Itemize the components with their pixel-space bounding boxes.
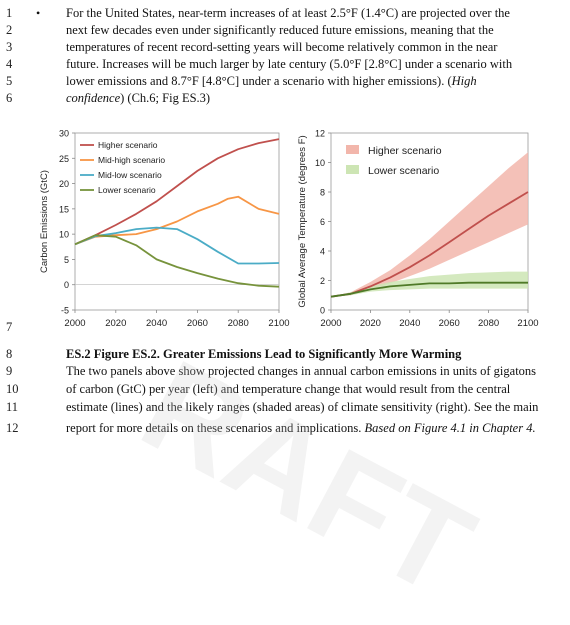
y-tick-label: 30: [59, 129, 69, 139]
series-line: [74, 226, 280, 265]
y-tick-label: 6: [320, 217, 325, 227]
bullet-glyph: •: [36, 6, 41, 20]
y-axis-label: Global Average Temperature (degrees F): [297, 135, 308, 307]
legend-swatch: [346, 145, 359, 154]
y-axis-label: Carbon Emissions (GtC): [39, 170, 50, 273]
series-line: [74, 234, 280, 288]
paragraph-line: confidence) (Ch.6; Fig ES.3): [66, 91, 210, 106]
line-number: 3: [6, 40, 13, 54]
line-number: 12: [6, 421, 19, 435]
legend-label: Higher scenario: [98, 140, 158, 150]
y-tick-label: 10: [59, 230, 69, 240]
plot-frame: [74, 132, 280, 311]
line-number: 7: [6, 320, 13, 334]
x-tick-label: 2060: [439, 318, 460, 329]
line-number: 5: [6, 74, 13, 88]
y-tick-label: 5: [64, 255, 69, 265]
x-tick-label: 2000: [320, 318, 341, 329]
x-tick-label: 2060: [187, 318, 208, 329]
y-tick-label: -5: [61, 306, 69, 316]
paragraph-text: ) (Ch.6; Fig ES.3): [120, 91, 211, 105]
caption-line: of carbon (GtC) per year (left) and temp…: [66, 382, 511, 396]
likely-range-band: [331, 152, 528, 297]
line-number: 11: [6, 400, 19, 414]
legend-label: Lower scenario: [98, 185, 156, 195]
line-number: 8: [6, 347, 13, 361]
confidence-label: confidence: [66, 91, 121, 105]
series-line: [330, 281, 528, 298]
series-line: [74, 195, 280, 246]
x-tick-label: 2100: [517, 318, 538, 329]
emissions-chart: -5 0 5 10 15 20 25 30 2000 2020 2040 2060 2080 2100 Ca…: [39, 129, 290, 330]
series-line: [74, 138, 280, 246]
y-tick-label: 4: [320, 247, 325, 257]
y-tick-label: 15: [59, 204, 69, 214]
x-tick-label: 2080: [478, 318, 499, 329]
y-tick-label: 12: [315, 129, 325, 139]
paragraph-line: future. Increases will be much larger by…: [66, 57, 513, 71]
line-number: 9: [6, 364, 13, 378]
x-tick-label: 2040: [146, 318, 167, 329]
confidence-label: High: [451, 74, 477, 88]
line-number: 1: [6, 6, 13, 20]
y-tick-label: 2: [320, 276, 325, 286]
legend-label: Lower scenario: [368, 165, 439, 177]
paragraph-text: lower emissions and 8.7°F [4.8°C] under …: [66, 74, 452, 88]
x-tick-label: 2000: [64, 318, 85, 329]
caption-text: report for more details on these scenari…: [66, 421, 365, 435]
series-line: [330, 191, 529, 298]
caption-line: estimate (lines) and the likely ranges (…: [66, 400, 539, 414]
caption-line: report for more details on these scenari…: [66, 421, 536, 436]
caption-title: ES.2 Figure ES.2. Greater Emissions Lead…: [66, 347, 462, 361]
x-tick-label: 2080: [228, 318, 249, 329]
paragraph-line: temperatures of recent record-setting ye…: [66, 40, 498, 54]
y-tick-label: 20: [59, 179, 69, 189]
line-number: 2: [6, 23, 13, 37]
line-number: 10: [6, 382, 19, 396]
x-tick-label: 2100: [268, 318, 289, 329]
legend-swatch: [346, 165, 359, 174]
y-tick-label: 10: [315, 158, 325, 168]
y-tick-label: 8: [320, 188, 325, 198]
temperature-chart: 0 2 4 6 8 10 12 2000 2020 2040 2060 2080 2100 Global …: [297, 129, 539, 330]
x-tick-label: 2020: [105, 318, 126, 329]
legend-label: Mid-low scenario: [98, 170, 162, 180]
paragraph-line: lower emissions and 8.7°F [4.8°C] under …: [66, 74, 477, 89]
line-number: 6: [6, 91, 13, 105]
legend-label: Higher scenario: [368, 145, 442, 157]
y-tick-label: 0: [320, 306, 325, 316]
y-tick-label: 0: [64, 280, 69, 290]
line-number: 4: [6, 57, 13, 71]
paragraph-line: next few decades even under significantl…: [66, 23, 494, 37]
y-tick-label: 25: [59, 154, 69, 164]
legend-label: Mid-high scenario: [98, 155, 165, 165]
x-tick-label: 2040: [399, 318, 420, 329]
caption-source: Based on Figure 4.1 in Chapter 4.: [364, 421, 536, 435]
caption-line: The two panels above show projected chan…: [66, 364, 537, 378]
x-tick-label: 2020: [360, 318, 381, 329]
paragraph-line: For the United States, near-term increas…: [66, 6, 510, 20]
